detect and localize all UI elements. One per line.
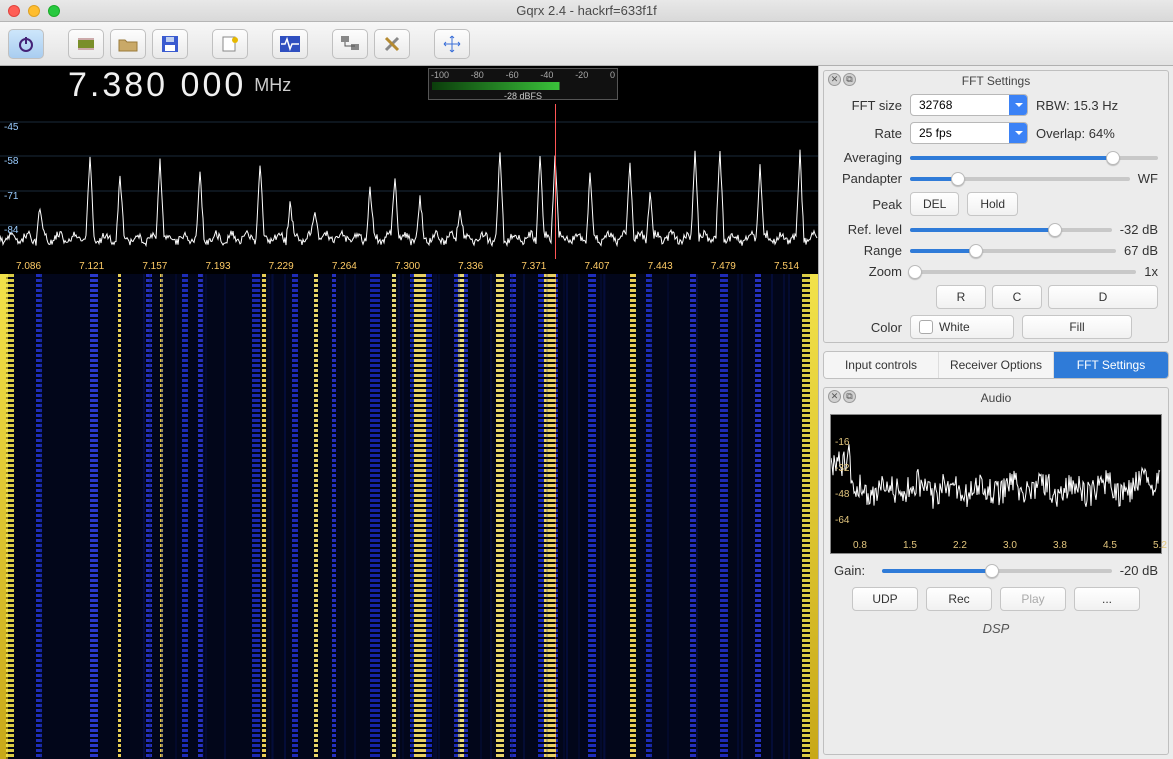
power-button[interactable] [8, 29, 44, 59]
hold-button[interactable]: Hold [967, 192, 1018, 216]
settings-icon[interactable] [374, 29, 410, 59]
reflevel-slider[interactable] [910, 228, 1112, 232]
dsp-label: DSP [824, 617, 1168, 640]
waterfall-plot[interactable] [0, 274, 818, 759]
fft-settings-panel: ✕⧉ FFT Settings FFT size 32768 RBW: 15.3… [823, 70, 1169, 343]
r-button[interactable]: R [936, 285, 986, 309]
audio-detach-icon[interactable]: ⧉ [843, 390, 856, 403]
spectrum-plot[interactable]: -45-58-71-84 7.0867.1217.1577.1937.2297.… [0, 104, 818, 274]
c-button[interactable]: C [992, 285, 1042, 309]
gain-value: -20 dB [1120, 563, 1158, 578]
gain-slider[interactable] [882, 569, 1112, 573]
tab-receiver-options[interactable]: Receiver Options [939, 352, 1054, 378]
rate-label: Rate [834, 126, 902, 141]
udp-button[interactable]: UDP [852, 587, 918, 611]
chip-icon[interactable] [68, 29, 104, 59]
fft-size-label: FFT size [834, 98, 902, 113]
zoom-value: 1x [1144, 264, 1158, 279]
del-button[interactable]: DEL [910, 192, 959, 216]
folder-icon[interactable] [110, 29, 146, 59]
audio-panel: ✕⧉ Audio -16-32-48-64 0.81.52.23.03.84.5… [823, 387, 1169, 755]
reflevel-value: -32 dB [1120, 222, 1158, 237]
rec-button[interactable]: Rec [926, 587, 992, 611]
more-button[interactable]: ... [1074, 587, 1140, 611]
settings-tabs: Input controls Receiver Options FFT Sett… [823, 351, 1169, 379]
range-label: Range [834, 243, 902, 258]
save-icon[interactable] [152, 29, 188, 59]
fft-size-select[interactable]: 32768 [910, 94, 1028, 116]
zoom-label: Zoom [834, 264, 902, 279]
zoom-slider[interactable] [910, 270, 1136, 274]
window-title: Gqrx 2.4 - hackrf=633f1f [0, 3, 1173, 18]
gain-label: Gain: [834, 563, 874, 578]
pulse-icon[interactable] [272, 29, 308, 59]
frequency-unit: MHz [254, 75, 291, 96]
pandapter-slider[interactable] [910, 177, 1130, 181]
db-meter: -100-80-60-40-200 -28 dBFS [428, 68, 618, 100]
peak-label: Peak [834, 197, 902, 212]
frequency-digits[interactable]: 7.380 000 [0, 66, 246, 105]
fft-panel-title: FFT Settings [962, 74, 1030, 88]
network-icon[interactable] [332, 29, 368, 59]
panel-detach-icon[interactable]: ⧉ [843, 73, 856, 86]
reflevel-label: Ref. level [834, 222, 902, 237]
tab-fft-settings[interactable]: FFT Settings [1054, 352, 1168, 378]
range-slider[interactable] [910, 249, 1116, 253]
color-label: Color [834, 320, 902, 335]
audio-close-icon[interactable]: ✕ [828, 390, 841, 403]
db-reading: -28 dBFS [429, 91, 617, 101]
fill-button[interactable]: Fill [1022, 315, 1132, 339]
move-icon[interactable] [434, 29, 470, 59]
white-checkbox-button[interactable]: White [910, 315, 1014, 339]
rate-select[interactable]: 25 fps [910, 122, 1028, 144]
frequency-display[interactable]: 7.380 000 MHz -100-80-60-40-200 -28 dBFS [0, 66, 818, 104]
averaging-label: Averaging [834, 150, 902, 165]
titlebar: Gqrx 2.4 - hackrf=633f1f [0, 0, 1173, 22]
play-button[interactable]: Play [1000, 587, 1066, 611]
pandapter-label: Pandapter [834, 171, 902, 186]
panel-close-icon[interactable]: ✕ [828, 73, 841, 86]
audio-title: Audio [981, 391, 1012, 405]
tab-input-controls[interactable]: Input controls [824, 352, 939, 378]
averaging-slider[interactable] [910, 156, 1158, 160]
toolbar [0, 22, 1173, 66]
d-button[interactable]: D [1048, 285, 1158, 309]
range-value: 67 dB [1124, 243, 1158, 258]
note-icon[interactable] [212, 29, 248, 59]
audio-spectrum[interactable]: -16-32-48-64 0.81.52.23.03.84.55.2 [830, 414, 1162, 554]
wf-label: WF [1138, 171, 1158, 186]
